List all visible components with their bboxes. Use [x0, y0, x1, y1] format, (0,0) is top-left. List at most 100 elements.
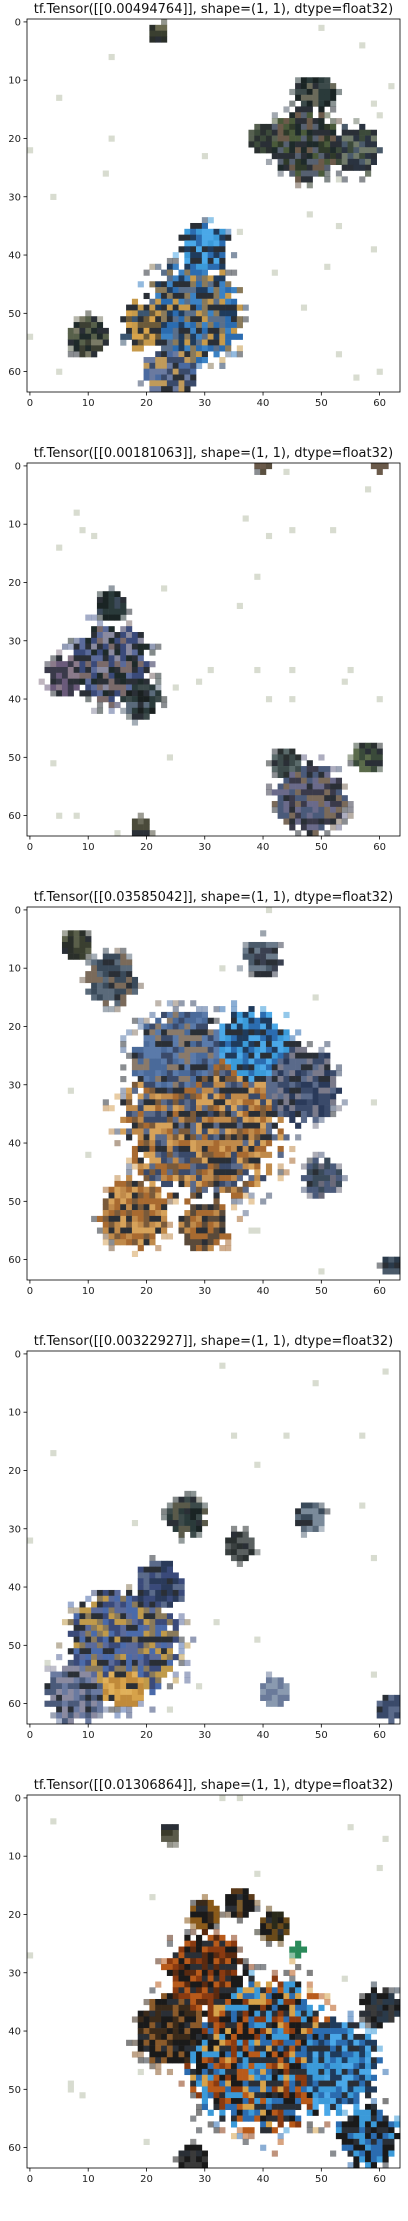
- image-pixel: [271, 1110, 278, 1118]
- image-pixel: [219, 2028, 226, 2035]
- image-pixel: [353, 2144, 360, 2151]
- image-pixel: [155, 678, 162, 685]
- image-pixel: [178, 2033, 185, 2041]
- image-pixel: [143, 1035, 150, 1042]
- image-pixel: [149, 357, 156, 364]
- image-pixel: [324, 2086, 331, 2093]
- image-pixel: [91, 707, 98, 714]
- image-pixel: [236, 1093, 243, 1100]
- image-pixel: [289, 824, 296, 831]
- image-pixel: [359, 760, 366, 767]
- image-pixel: [108, 1204, 115, 1211]
- image-pixel: [219, 1081, 226, 1088]
- image-pixel: [172, 2039, 179, 2046]
- image-pixel: [190, 287, 197, 294]
- image-pixel: [143, 1233, 150, 1240]
- image-pixel: [260, 1110, 267, 1118]
- image-pixel: [219, 2115, 226, 2122]
- image-pixel: [225, 2028, 232, 2035]
- image-pixel: [85, 333, 92, 340]
- image-pixel: [225, 2004, 232, 2011]
- image-pixel: [102, 661, 109, 668]
- image-pixel: [120, 690, 127, 697]
- image-pixel: [143, 1029, 150, 1036]
- image-pixel: [347, 147, 354, 154]
- image-pixel: [207, 1210, 214, 1217]
- image-pixel: [137, 1584, 144, 1591]
- image-pixel: [219, 2068, 226, 2076]
- image-pixel: [260, 2144, 267, 2151]
- image-pixel: [201, 263, 208, 270]
- x-tick-label: 30: [198, 842, 211, 853]
- image-pixel: [353, 2057, 360, 2064]
- image-pixel: [312, 1099, 319, 1106]
- image-pixel: [300, 77, 308, 84]
- image-pixel: [394, 2010, 401, 2017]
- image-pixel: [219, 269, 226, 276]
- image-pixel: [359, 2138, 366, 2145]
- image-pixel: [196, 1987, 203, 1994]
- image-pixel: [155, 1105, 162, 1112]
- image-pixel: [137, 1607, 144, 1614]
- image-pixel: [96, 1607, 104, 1614]
- image-pixel: [260, 1011, 267, 1019]
- image-pixel: [61, 678, 69, 685]
- image-pixel: [126, 649, 133, 656]
- image-pixel: [225, 1894, 232, 1901]
- image-pixel: [184, 281, 191, 288]
- image-pixel: [102, 608, 109, 615]
- image-pixel: [324, 2098, 331, 2105]
- image-pixel: [219, 304, 226, 311]
- image-pixel: [207, 292, 214, 300]
- image-pixel: [388, 1993, 395, 2000]
- image-pixel: [155, 1128, 162, 1135]
- image-pixel: [382, 2115, 389, 2122]
- image-pixel: [172, 1128, 179, 1135]
- image-pixel: [265, 1087, 273, 1094]
- image-pixel: [143, 1239, 150, 1246]
- image-pixel: [166, 269, 174, 276]
- image-pixel: [324, 2092, 331, 2099]
- image-pixel: [143, 1654, 150, 1661]
- image-pixel: [131, 1110, 139, 1118]
- image-pixel: [312, 1520, 319, 1527]
- image-pixel: [260, 1122, 267, 1129]
- speckle-pixel: [27, 1537, 34, 1544]
- image-pixel: [184, 2022, 191, 2029]
- image-pixel: [131, 1052, 139, 1059]
- image-pixel: [254, 1151, 261, 1158]
- image-pixel: [300, 1058, 308, 1065]
- image-pixel: [184, 2028, 191, 2035]
- image-pixel: [330, 118, 337, 125]
- image-pixel: [184, 1064, 191, 1071]
- image-pixel: [318, 2092, 325, 2099]
- image-pixel: [184, 304, 191, 311]
- image-pixel: [73, 672, 80, 679]
- image-pixel: [184, 1058, 191, 1065]
- image-pixel: [108, 1624, 115, 1632]
- image-pixel: [265, 2080, 273, 2087]
- image-pixel: [50, 684, 57, 691]
- image-pixel: [277, 959, 284, 966]
- image-pixel: [347, 2074, 354, 2081]
- image-pixel: [149, 1151, 156, 1158]
- image-pixel: [172, 1619, 179, 1626]
- x-tick-label: 40: [257, 2174, 270, 2185]
- image-pixel: [213, 1975, 220, 1982]
- image-pixel: [265, 1677, 273, 1684]
- image-pixel: [306, 1052, 313, 1059]
- image-pixel: [312, 2016, 319, 2023]
- image-pixel: [306, 2074, 313, 2081]
- image-pixel: [254, 1899, 261, 1907]
- image-pixel: [213, 1064, 220, 1071]
- image-pixel: [312, 94, 319, 101]
- image-pixel: [166, 1560, 174, 1567]
- image-pixel: [190, 1175, 197, 1182]
- image-pixel: [196, 2033, 203, 2041]
- image-pixel: [295, 2022, 302, 2029]
- image-pixel: [207, 1046, 214, 1054]
- speckle-pixel: [359, 1502, 366, 1509]
- image-pixel: [196, 1186, 203, 1193]
- image-pixel: [289, 2103, 296, 2111]
- x-tick-label: 50: [315, 398, 328, 409]
